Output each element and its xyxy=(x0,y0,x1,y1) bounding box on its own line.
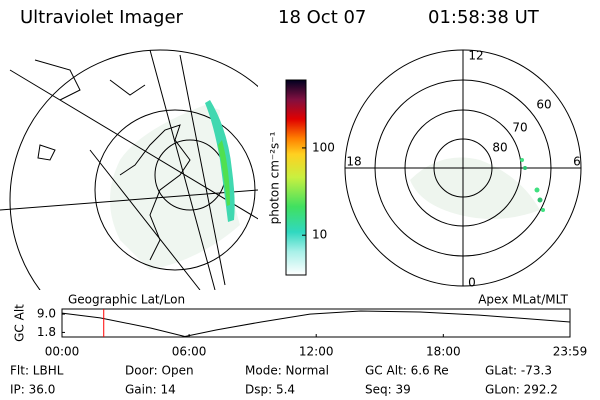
altitude-plot-frame xyxy=(61,308,571,338)
date: 18 Oct 07 xyxy=(278,7,366,28)
info-field: GLon: 292.2 xyxy=(485,383,558,397)
left-map-label: Geographic Lat/Lon xyxy=(68,293,185,307)
time: 01:58:38 UT xyxy=(428,7,540,28)
lat-label: 60 xyxy=(536,98,551,112)
colorbar-tick-label: 100 xyxy=(312,140,335,154)
info-field: Flt: LBHL xyxy=(10,364,64,378)
colorbar-label: photon cm⁻²s⁻¹ xyxy=(268,131,282,224)
x-tick-label: 12:00 xyxy=(299,345,334,359)
polar-map: 12 18 6 0 60 70 80 xyxy=(344,49,582,290)
colorbar xyxy=(285,79,307,276)
geographic-map xyxy=(0,49,258,290)
x-tick-label: 18:00 xyxy=(426,345,461,359)
info-field: Seq: 39 xyxy=(365,383,411,397)
info-field: IP: 36.0 xyxy=(10,383,55,397)
info-field: GLat: -73.3 xyxy=(485,364,552,378)
info-field: GC Alt: 6.6 Re xyxy=(365,364,449,378)
y-tick-label: 9.0 xyxy=(37,307,56,321)
x-tick-label: 06:00 xyxy=(172,345,207,359)
mlt-label: 6 xyxy=(573,155,581,169)
y-axis-label: GC Alt xyxy=(13,304,27,342)
colorbar-tick-label: 10 xyxy=(312,228,327,242)
mlt-label: 18 xyxy=(346,155,361,169)
title: Ultraviolet Imager xyxy=(20,7,184,28)
x-tick-label: 00:00 xyxy=(45,345,80,359)
mlt-label: 0 xyxy=(468,276,476,290)
info-field: Dsp: 5.4 xyxy=(245,383,295,397)
mlt-label: 12 xyxy=(468,49,483,63)
info-field: Gain: 14 xyxy=(125,383,176,397)
lat-label: 70 xyxy=(512,121,527,135)
y-tick-label: 1.8 xyxy=(37,325,56,339)
info-field: Door: Open xyxy=(125,364,194,378)
lat-label: 80 xyxy=(492,141,507,155)
polar-map-label: Apex MLat/MLT xyxy=(478,293,568,307)
altitude-line xyxy=(61,310,571,338)
info-field: Mode: Normal xyxy=(245,364,329,378)
x-tick-label: 23:59 xyxy=(553,345,588,359)
